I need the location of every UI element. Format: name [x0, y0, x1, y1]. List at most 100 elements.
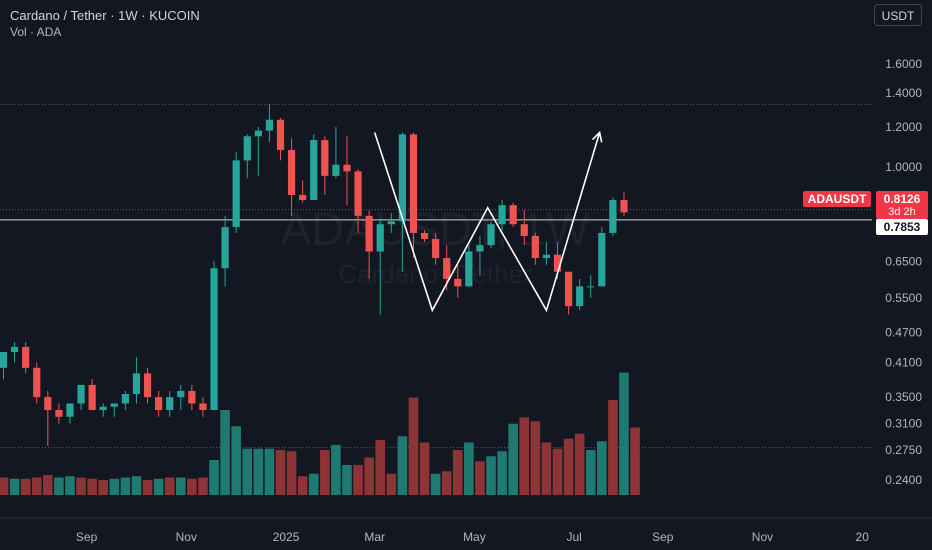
candle-body: [276, 119, 285, 151]
volume-bar: [574, 433, 585, 495]
candle-body: [598, 232, 606, 287]
y-tick-label: 0.3100: [885, 417, 922, 431]
candle-body: [609, 199, 617, 233]
y-tick-label: 0.5500: [885, 291, 922, 305]
symbol-tag: ADAUSDT: [803, 191, 871, 207]
candle-body: [520, 224, 528, 236]
volume-bar: [153, 478, 164, 495]
volume-bar: [198, 477, 208, 495]
volume-bar: [541, 442, 552, 495]
y-tick-label: 1.2000: [885, 120, 922, 134]
line-price-tag: 0.7853: [876, 219, 928, 235]
volume-bar: [508, 423, 518, 495]
volume-bar: [308, 473, 319, 495]
candle-body: [188, 390, 196, 404]
volume-bar: [120, 477, 131, 495]
currency-button[interactable]: USDT: [874, 4, 922, 26]
candle-body: [221, 227, 229, 269]
x-tick-label: 20: [856, 530, 870, 544]
x-tick-label: Nov: [752, 530, 773, 544]
candle-body: [143, 373, 152, 398]
last-price-tag: 0.8126: [876, 191, 928, 207]
volume-bar: [87, 478, 97, 495]
volume-bar: [441, 471, 452, 495]
candle-body: [476, 245, 484, 252]
candle-body: [88, 384, 96, 411]
volume-bar: [331, 445, 341, 495]
volume-bar: [320, 450, 330, 495]
y-tick-label: 1.4000: [885, 86, 922, 100]
candle-body: [531, 235, 539, 259]
candle-body: [509, 205, 517, 225]
volume-bar: [286, 451, 297, 495]
volume-bar: [563, 438, 574, 495]
countdown-tag: 3d 2h: [876, 206, 928, 219]
candle-body: [420, 232, 429, 239]
candle-body: [22, 346, 30, 368]
volume-bar: [597, 441, 607, 495]
candle-body: [199, 403, 207, 411]
w-pattern-line: [373, 132, 601, 313]
volume-bar: [253, 448, 264, 495]
candle-body: [498, 205, 506, 225]
volume-bar: [397, 436, 408, 495]
volume-bar: [31, 477, 42, 495]
volume-bar: [408, 397, 419, 495]
candle-body: [77, 384, 85, 404]
y-tick-label: 0.2750: [885, 443, 922, 457]
y-tick-label: 0.4100: [885, 355, 922, 369]
volume-bar: [65, 476, 75, 495]
y-tick-label: 1.6000: [885, 57, 922, 71]
candle-body: [576, 286, 584, 307]
volume-bar: [419, 442, 430, 495]
volume-bar: [519, 417, 530, 495]
volume-bar: [475, 461, 485, 495]
volume-bar: [187, 478, 197, 495]
candle-body: [443, 258, 451, 279]
volume-bar: [20, 478, 31, 495]
volume-bar: [585, 450, 596, 495]
y-tick-label: 0.3500: [885, 390, 922, 404]
candle-body: [254, 130, 262, 137]
volume-bar: [486, 456, 496, 495]
candle-body: [0, 351, 8, 368]
candle-body: [542, 254, 551, 259]
volume-bar: [353, 465, 363, 495]
candle-body: [487, 224, 495, 246]
volume-bar: [43, 475, 53, 495]
candle-body: [620, 199, 628, 213]
candle-body: [10, 346, 19, 352]
volume-bar: [164, 477, 175, 495]
y-tick-label: 0.4700: [885, 325, 922, 339]
candle-body: [287, 150, 296, 195]
candle-body: [232, 160, 240, 228]
x-tick-label: Jul: [566, 530, 581, 544]
x-tick-label: Sep: [652, 530, 674, 544]
x-tick-label: Sep: [76, 530, 98, 544]
candle-body: [265, 119, 274, 131]
candle-body: [55, 410, 63, 417]
volume-bar: [76, 477, 86, 495]
volume-bar: [0, 477, 9, 495]
candle-body: [132, 373, 141, 395]
volume-bar: [275, 450, 286, 495]
candle-body: [66, 403, 74, 417]
x-tick-label: Mar: [364, 530, 385, 544]
volume-bar: [630, 427, 640, 495]
candle-body: [177, 390, 185, 398]
candle-body: [398, 134, 406, 222]
volume-bar: [619, 372, 629, 495]
volume-bar: [9, 478, 20, 495]
volume-bar: [54, 477, 64, 495]
arrow-head: [591, 130, 603, 143]
candle-body: [332, 164, 340, 176]
y-tick-label: 0.6500: [885, 254, 922, 268]
volume-bar: [175, 477, 186, 495]
volume-bar: [386, 473, 397, 495]
volume-bar: [497, 451, 507, 495]
candle-body: [121, 394, 129, 404]
candle-body: [587, 286, 595, 288]
candle-body: [33, 367, 41, 398]
